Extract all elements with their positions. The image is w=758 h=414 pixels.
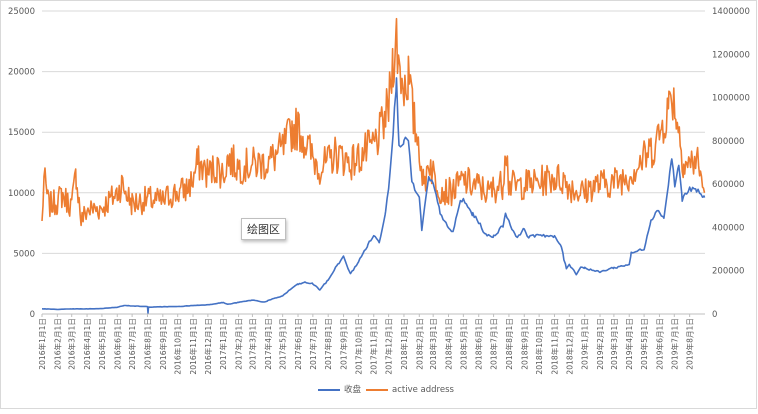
legend-label-close: 收盘 xyxy=(344,385,362,395)
x-tick-label: 2016年12月1日 xyxy=(203,318,213,375)
legend-label-active-address: active address xyxy=(392,385,454,395)
x-tick-label: 2018年4月1日 xyxy=(444,318,454,370)
x-tick-label: 2018年5月1日 xyxy=(458,318,468,370)
y-right-tick-label: 1200000 xyxy=(712,50,750,60)
x-tick-label: 2016年1月1日 xyxy=(37,318,47,370)
x-tick-label: 2019年2月1日 xyxy=(595,318,605,370)
legend-item-active-address[interactable]: active address xyxy=(366,383,454,397)
y-left-tick-label: 25000 xyxy=(8,7,35,17)
x-tick-label: 2018年1月1日 xyxy=(399,318,409,370)
x-tick-label: 2016年2月1日 xyxy=(52,318,62,370)
legend-swatch-close xyxy=(318,388,340,391)
legend-item-close[interactable]: 收盘 xyxy=(318,383,361,397)
x-tick-label: 2018年8月1日 xyxy=(504,318,514,370)
y-right-tick-label: 1000000 xyxy=(712,94,750,104)
y-right-tick-label: 400000 xyxy=(712,223,744,233)
x-tick-label: 2016年11月1日 xyxy=(188,318,198,375)
x-tick-label: 2017年6月1日 xyxy=(293,318,303,370)
x-tick-label: 2018年2月1日 xyxy=(414,318,424,370)
x-tick-label: 2017年4月1日 xyxy=(263,318,273,370)
y-right-tick-label: 1400000 xyxy=(712,7,750,17)
x-tick-label: 2017年11月1日 xyxy=(369,318,379,375)
legend-swatch-active-address xyxy=(366,388,388,391)
x-tick-label: 2016年7月1日 xyxy=(127,318,137,370)
x-tick-label: 2017年5月1日 xyxy=(278,318,288,370)
x-tick-label: 2017年3月1日 xyxy=(247,318,257,370)
x-tick-label: 2017年2月1日 xyxy=(234,318,244,370)
y-left-tick-label: 20000 xyxy=(8,68,35,78)
y-left-tick-label: 0 xyxy=(30,310,35,320)
x-tick-label: 2019年1月1日 xyxy=(580,318,590,370)
x-tick-label: 2016年8月1日 xyxy=(142,318,152,370)
x-tick-label: 2016年4月1日 xyxy=(82,318,92,370)
y-right-tick-label: 0 xyxy=(712,310,717,320)
x-tick-label: 2019年6月1日 xyxy=(654,318,664,370)
x-tick-label: 2018年12月1日 xyxy=(564,318,574,375)
y-right-tick-label: 600000 xyxy=(712,180,744,190)
x-tick-label: 2018年9月1日 xyxy=(519,318,529,370)
series-line-close xyxy=(41,77,706,314)
x-tick-label: 2018年6月1日 xyxy=(474,318,484,370)
x-tick-label: 2017年9月1日 xyxy=(339,318,349,370)
x-tick-label: 2019年3月1日 xyxy=(609,318,619,370)
x-tick-label: 2016年6月1日 xyxy=(112,318,122,370)
x-tick-label: 2017年10月1日 xyxy=(353,318,363,375)
x-tick-label: 2016年5月1日 xyxy=(97,318,107,370)
x-tick-label: 2017年1月1日 xyxy=(218,318,228,370)
x-tick-label: 2017年7月1日 xyxy=(308,318,318,370)
x-tick-label: 2016年9月1日 xyxy=(158,318,168,370)
x-tick-label: 2019年4月1日 xyxy=(624,318,634,370)
x-tick-label: 2017年8月1日 xyxy=(323,318,333,370)
x-tick-label: 2019年5月1日 xyxy=(639,318,649,370)
x-tick-label: 2017年12月1日 xyxy=(384,318,394,375)
x-tick-label: 2019年8月1日 xyxy=(685,318,695,370)
y-left-tick-label: 10000 xyxy=(8,189,35,199)
x-tick-label: 2019年7月1日 xyxy=(669,318,679,370)
y-left-tick-label: 5000 xyxy=(13,249,35,259)
legend: 收盘 active address xyxy=(0,383,758,397)
x-tick-label: 2018年10月1日 xyxy=(534,318,544,375)
series-line-active-address xyxy=(41,17,706,227)
y-right-tick-label: 800000 xyxy=(712,137,744,147)
y-right-tick-label: 200000 xyxy=(712,267,744,277)
plot-area-tooltip: 绘图区 xyxy=(241,218,286,240)
y-left-tick-label: 15000 xyxy=(8,128,35,138)
x-tick-label: 2018年3月1日 xyxy=(428,318,438,370)
x-tick-label: 2016年10月1日 xyxy=(173,318,183,375)
x-tick-label: 2018年11月1日 xyxy=(549,318,559,375)
x-tick-label: 2016年3月1日 xyxy=(67,318,77,370)
x-tick-label: 2018年7月1日 xyxy=(489,318,499,370)
